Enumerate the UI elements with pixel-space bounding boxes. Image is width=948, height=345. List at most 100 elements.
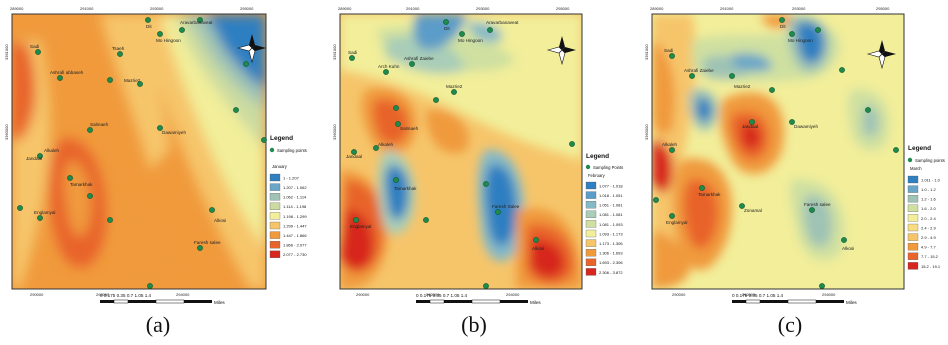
legend-swatch [585,249,597,257]
legend-class-label: 15.2 - 19.1 [921,264,941,269]
svg-text:294000: 294000 [822,292,836,297]
place-label: Mazrie2 [446,84,463,89]
legend-month: February [588,173,606,178]
legend-class-label: 1.306 - 1.693 [599,251,623,256]
legend-swatch [585,201,597,209]
svg-text:290000: 290000 [356,292,370,297]
legend-class-label: 1.207 - 1.062 [283,185,307,190]
map-b-y-ticks: 3361000 3360000 [332,44,337,140]
map-c-y-ticks: 3361000 3360000 [644,44,649,140]
scale-labels: 0 0.175 0.35 0.7 1.05 1.4 [732,293,784,298]
place-label: Sadi [30,44,39,49]
svg-text:293000: 293000 [792,6,806,11]
legend-swatch [585,191,597,199]
svg-text:289000: 289000 [650,6,664,11]
legend-class-label: 1.198 - 1.299 [283,214,307,219]
svg-text:3361000: 3361000 [332,44,337,60]
legend-class-label: 1 - 1.207 [283,175,300,180]
legend-class-label: 1.6 - 2.0 [921,206,936,211]
legend-swatch [907,223,919,232]
legend-swatch [269,221,281,230]
caption-c: (c) [777,312,803,337]
place-label: Jandaal [742,124,758,129]
legend-class-label: 2.077 - 2.730 [283,252,307,257]
svg-text:290000: 290000 [30,292,44,297]
place-label: Jandaal [26,156,42,161]
legend-swatch [585,181,597,190]
map-c-place-labels: Dit Mo Hingoon Sadi Ashrafi Zaiebe Mazri… [662,24,854,251]
svg-text:3361000: 3361000 [644,44,649,60]
legend-class-label: 1.2 - 1.6 [921,197,936,202]
place-label: Mazrie2 [124,78,141,83]
place-label: Dit [444,26,450,31]
legend-swatch [907,204,919,212]
place-label: Ashrafi Zaiebe [404,56,434,61]
place-label: Jandaal [346,154,362,159]
legend-swatch [585,239,597,247]
scale-labels: 0 0.175 0.35 0.7 1.05 1.4 [416,293,468,298]
place-label: Englamyal [666,220,687,225]
north-arrow-icon [866,40,896,70]
legend-class-label: 1.081 - 1.081 [599,212,623,217]
legend-swatch [585,220,597,228]
map-c-legend: Legend Sampling points March 1.011 - 1.0… [907,145,945,270]
legend-title: Legend [270,135,293,142]
place-label: Alkaleh [44,148,60,153]
legend-class-label: 1.114 - 1.198 [283,204,307,209]
legend-class-label: 1.0 - 1.2 [921,187,936,192]
place-label: Englamyal [34,210,55,215]
legend-swatch [907,214,919,222]
place-label: Dit [146,24,152,29]
map-a-scale-bar: 0 0.175 0.35 0.7 1.05 1.4 Miles [100,293,225,305]
place-label: Dawamiyeh [794,124,818,129]
legend-sampling-label: Sampling points [277,148,307,153]
place-label: Zonamal [744,208,762,213]
legend-swatch [907,195,919,203]
legend-swatch [269,231,281,239]
svg-text:3360000: 3360000 [332,124,337,140]
map-b-surface [340,14,582,289]
legend-swatch [269,193,281,201]
place-label: Englamyal [350,224,371,229]
map-a-canvas: Dit Mo Hingoon Aravarbanaveat Sadi Ashra… [4,6,307,305]
place-label: Arch Kuhn [378,64,400,69]
svg-text:293000: 293000 [476,6,490,11]
place-label: Mo Hingoon [458,38,483,43]
legend-swatch [585,258,597,266]
place-label: Faresh salee [194,240,221,245]
legend-class-label: 1.299 - 1.447 [283,223,307,228]
svg-text:292000: 292000 [742,292,756,297]
legend-class-label: 4.9 - 7.7 [921,245,936,250]
legend-sampling-label: Sampling Points [593,165,623,170]
legend-sampling-label: Sampling points [915,158,945,163]
legend-swatch [585,268,597,276]
place-label: Sadi [348,50,357,55]
place-label: Dit [780,24,786,29]
place-label: Alkosi [532,246,544,251]
map-panel-b: Dit Mo Hingoon Aravarbanaveat Sadi Arch … [316,0,632,345]
legend-swatch [269,212,281,220]
place-label: Tamarkhak [394,186,417,191]
legend-swatch [585,229,597,238]
legend-swatch [269,173,281,182]
place-label: Mo Hingoon [788,38,813,43]
place-label: Alkaleh [378,142,394,147]
svg-text:295000: 295000 [556,6,570,11]
svg-text:3361000: 3361000 [4,44,9,60]
map-b-legend: Legend Sampling Points February 1.077 - … [585,153,623,276]
legend-swatch [907,252,919,260]
map-a-place-labels: Dit Mo Hingoon Aravarbanaveat Sadi Ashra… [26,20,226,245]
svg-text:289000: 289000 [10,6,24,11]
legend-class-label: 2.0 - 2.4 [921,216,936,221]
place-label: Tamarkhak [70,182,93,187]
svg-text:290000: 290000 [672,292,686,297]
map-a-surface [12,14,266,289]
caption-b: (b) [461,312,487,337]
legend-class-label: 1.866 - 2.077 [283,243,307,248]
map-c-x-ticks: 289000 291000 293000 295000 290000 29200… [650,6,890,297]
legend-class-label: 1.051 - 1.081 [599,203,623,208]
svg-text:294000: 294000 [506,292,520,297]
legend-class-label: 2.306 - 3.872 [599,270,623,275]
legend-swatch [907,262,919,270]
legend-swatch [907,233,919,241]
